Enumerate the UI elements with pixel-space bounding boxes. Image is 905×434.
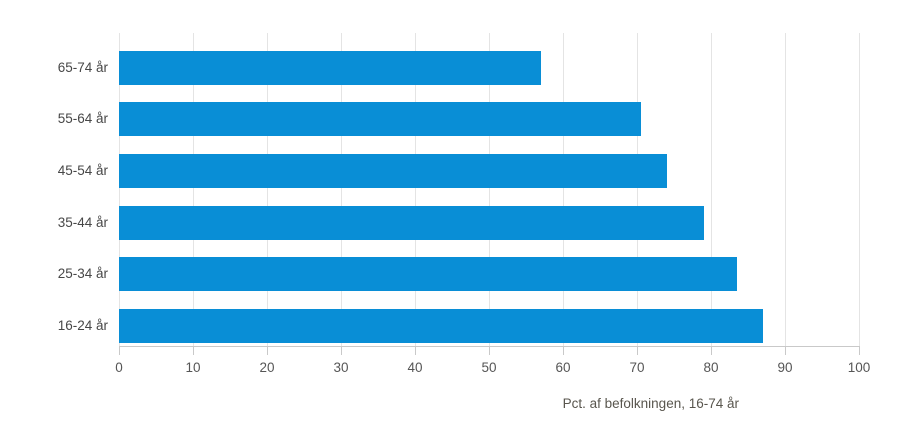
y-axis-label-25-34-år: 25-34 år	[57, 266, 108, 282]
y-axis-label-55-64-år: 55-64 år	[57, 111, 108, 127]
tick-mark-10	[193, 347, 194, 355]
gridline-90	[785, 33, 786, 346]
tick-mark-90	[785, 347, 786, 355]
gridline-60	[563, 33, 564, 346]
tick-mark-60	[563, 347, 564, 355]
tick-mark-100	[859, 347, 860, 355]
y-axis-label-45-54-år: 45-54 år	[57, 163, 108, 179]
bar-16-24-år	[119, 309, 763, 344]
x-tick-label-100: 100	[847, 360, 871, 375]
tick-mark-20	[267, 347, 268, 355]
gridline-30	[341, 33, 342, 346]
gridline-50	[489, 33, 490, 346]
x-tick-label-0: 0	[115, 360, 123, 375]
x-axis-label: Pct. af befolkningen, 16-74 år	[562, 396, 739, 411]
x-tick-label-20: 20	[259, 360, 275, 375]
bar-25-34-år	[119, 257, 737, 292]
gridline-40	[415, 33, 416, 346]
x-tick-label-70: 70	[629, 360, 645, 375]
bar-65-74-år	[119, 50, 541, 85]
tick-mark-80	[711, 347, 712, 355]
x-tick-label-60: 60	[555, 360, 571, 375]
x-tick-label-80: 80	[703, 360, 719, 375]
tick-mark-30	[341, 347, 342, 355]
gridline-70	[637, 33, 638, 346]
y-axis-label-35-44-år: 35-44 år	[57, 214, 108, 230]
x-tick-label-30: 30	[333, 360, 349, 375]
gridline-10	[193, 33, 194, 346]
y-axis-label-65-74-år: 65-74 år	[57, 59, 108, 75]
gridline-100	[859, 33, 860, 346]
x-tick-label-40: 40	[407, 360, 423, 375]
x-tick-label-50: 50	[481, 360, 497, 375]
gridline-20	[267, 33, 268, 346]
bar-45-54-år	[119, 154, 667, 189]
bar-55-64-år	[119, 102, 641, 137]
x-tick-label-10: 10	[185, 360, 201, 375]
bar-35-44-år	[119, 205, 704, 240]
tick-mark-40	[415, 347, 416, 355]
gridline-0	[119, 33, 120, 346]
gridline-80	[711, 33, 712, 346]
tick-mark-50	[489, 347, 490, 355]
x-axis-line	[119, 346, 860, 347]
x-tick-label-90: 90	[777, 360, 793, 375]
tick-mark-70	[637, 347, 638, 355]
plot-area	[119, 33, 860, 346]
y-axis-label-16-24-år: 16-24 år	[57, 318, 108, 334]
tick-mark-0	[119, 347, 120, 355]
